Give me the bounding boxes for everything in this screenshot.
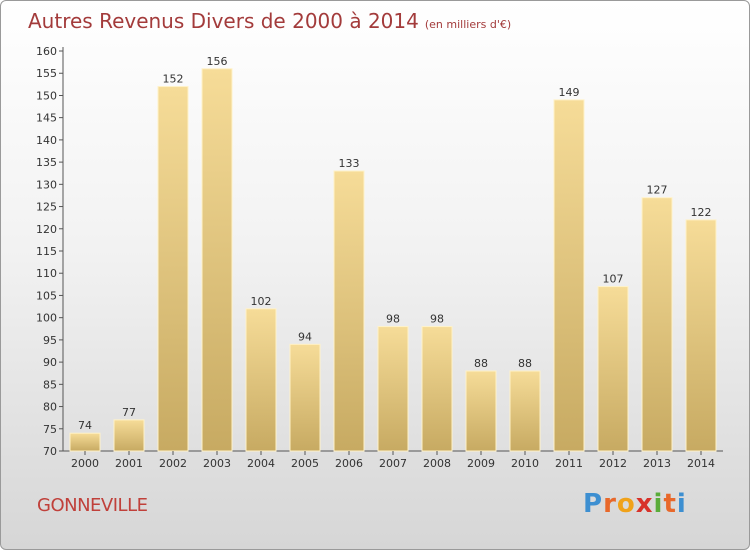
x-tick-label: 2010 bbox=[511, 457, 539, 470]
bar bbox=[641, 197, 673, 452]
y-tick-label: 130 bbox=[36, 178, 57, 191]
bar bbox=[465, 370, 497, 452]
data-label: 127 bbox=[647, 184, 668, 197]
data-label: 152 bbox=[163, 73, 184, 86]
bar bbox=[157, 86, 189, 452]
x-tick-label: 2006 bbox=[335, 457, 363, 470]
x-tick-label: 2009 bbox=[467, 457, 495, 470]
bar bbox=[289, 343, 321, 452]
chart-subtitle: (en milliers d'€) bbox=[424, 18, 512, 31]
x-tick-label: 2012 bbox=[599, 457, 627, 470]
y-tick-label: 115 bbox=[36, 245, 57, 258]
data-label: 88 bbox=[474, 357, 488, 370]
data-label: 98 bbox=[386, 313, 400, 326]
bar bbox=[553, 99, 585, 452]
chart-title-text: Autres Revenus Divers de 2000 à 2014 bbox=[28, 9, 419, 33]
bar bbox=[245, 308, 277, 452]
y-tick-label: 75 bbox=[43, 423, 57, 436]
logo-letter: P bbox=[583, 489, 604, 519]
y-tick-label: 90 bbox=[43, 356, 57, 369]
bar bbox=[597, 286, 629, 452]
data-label: 74 bbox=[78, 419, 92, 432]
x-tick-label: 2013 bbox=[643, 457, 671, 470]
bar bbox=[201, 68, 233, 452]
data-label: 122 bbox=[691, 206, 712, 219]
bar bbox=[685, 219, 717, 452]
data-label: 149 bbox=[559, 86, 580, 99]
logo-letter: r bbox=[603, 489, 617, 519]
bar bbox=[509, 370, 541, 452]
bar bbox=[333, 170, 365, 452]
logo-letter: t bbox=[663, 489, 677, 519]
data-label: 88 bbox=[518, 357, 532, 370]
x-tick-label: 2000 bbox=[71, 457, 99, 470]
bar bbox=[113, 419, 145, 452]
x-tick-label: 2002 bbox=[159, 457, 187, 470]
chart-title: Autres Revenus Divers de 2000 à 2014 (en … bbox=[28, 9, 511, 33]
y-tick-label: 105 bbox=[36, 289, 57, 302]
y-tick-label: 110 bbox=[36, 267, 57, 280]
bar bbox=[377, 326, 409, 452]
y-tick-label: 70 bbox=[43, 445, 57, 458]
data-label: 133 bbox=[339, 157, 360, 170]
logo-letter: x bbox=[635, 489, 654, 519]
bar bbox=[69, 432, 101, 452]
data-label: 156 bbox=[207, 55, 228, 68]
y-tick-label: 155 bbox=[36, 67, 57, 80]
x-tick-label: 2014 bbox=[687, 457, 715, 470]
data-label: 98 bbox=[430, 313, 444, 326]
city-name: GONNEVILLE bbox=[37, 495, 148, 516]
y-tick-label: 135 bbox=[36, 156, 57, 169]
x-tick-label: 2003 bbox=[203, 457, 231, 470]
logo-letter: o bbox=[616, 489, 636, 519]
y-tick-label: 145 bbox=[36, 112, 57, 125]
x-tick-label: 2008 bbox=[423, 457, 451, 470]
y-tick-label: 125 bbox=[36, 201, 57, 214]
y-tick-label: 85 bbox=[43, 378, 57, 391]
y-tick-label: 80 bbox=[43, 401, 57, 414]
y-tick-label: 150 bbox=[36, 89, 57, 102]
y-tick-label: 120 bbox=[36, 223, 57, 236]
bar bbox=[421, 326, 453, 452]
y-tick-label: 160 bbox=[36, 45, 57, 58]
proxiti-logo: Proxiti bbox=[583, 489, 687, 519]
x-tick-label: 2005 bbox=[291, 457, 319, 470]
x-tick-label: 2001 bbox=[115, 457, 143, 470]
data-label: 94 bbox=[298, 330, 312, 343]
logo-letter: i bbox=[653, 489, 664, 519]
logo-letter: i bbox=[676, 489, 687, 519]
x-tick-label: 2011 bbox=[555, 457, 583, 470]
y-tick-label: 95 bbox=[43, 334, 57, 347]
y-tick-label: 140 bbox=[36, 134, 57, 147]
x-tick-label: 2004 bbox=[247, 457, 275, 470]
y-tick-label: 100 bbox=[36, 312, 57, 325]
data-label: 102 bbox=[251, 295, 272, 308]
data-label: 107 bbox=[603, 273, 624, 286]
x-tick-label: 2007 bbox=[379, 457, 407, 470]
data-label: 77 bbox=[122, 406, 136, 419]
